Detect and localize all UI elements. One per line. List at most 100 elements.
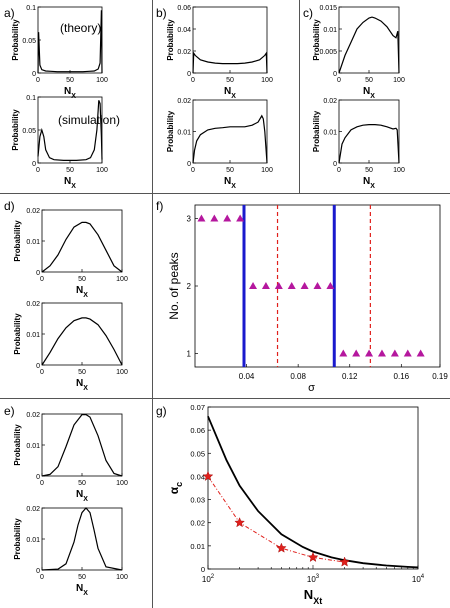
x-tick-label: 100 <box>393 167 405 174</box>
y-tick-label: 0.1 <box>26 95 36 102</box>
y-tick-label: 0.06 <box>190 426 205 435</box>
star-marker <box>234 517 245 528</box>
y-tick-label: 0.02 <box>177 98 191 105</box>
x-tick-label: 0 <box>36 77 40 84</box>
y-axis-label-probability: Probability <box>312 110 321 152</box>
triangle-marker <box>390 349 399 357</box>
triangle-marker <box>339 349 348 357</box>
x-tick-label: 50 <box>365 77 373 84</box>
x-tick-label: 50 <box>66 77 74 84</box>
y-axis-label-probability: Probability <box>13 313 22 355</box>
triangle-marker <box>300 282 309 289</box>
y-tick-label: 0 <box>36 568 40 575</box>
panel-label-a: a) <box>4 6 15 20</box>
triangle-marker <box>377 349 386 357</box>
triangle-marker <box>210 214 219 222</box>
x-tick-label: 100 <box>96 167 108 174</box>
y-tick-label: 0.03 <box>190 496 205 505</box>
y-axis-label-probability: Probability <box>11 109 20 151</box>
x-axis-label-nx: NX <box>64 176 76 190</box>
plot-frame <box>192 99 268 164</box>
x-tick-label: 0.12 <box>342 372 358 381</box>
plot-frame <box>37 6 103 74</box>
x-tick-label: 104 <box>412 574 425 584</box>
probability-curve <box>192 114 268 164</box>
y-tick-label: 0.02 <box>26 412 40 419</box>
star-marker <box>339 556 350 567</box>
y-tick-label: 0 <box>187 161 191 168</box>
y-tick-label: 0 <box>36 270 40 277</box>
x-axis-label-nx: NX <box>224 176 236 190</box>
triangle-marker <box>236 214 245 222</box>
y-tick-label: 0 <box>333 71 337 78</box>
plot-frame-g <box>207 406 419 570</box>
triangle-marker <box>365 349 374 357</box>
x-tick-label: 50 <box>78 480 86 487</box>
panel-label-f: f) <box>156 199 163 213</box>
y-tick-label: 1 <box>187 350 192 359</box>
x-tick-label: 50 <box>226 77 234 84</box>
y-axis-label-alpha: αc <box>167 482 184 494</box>
x-axis-label-nx: NX <box>76 285 88 299</box>
y-tick-label: 0.02 <box>26 301 40 308</box>
x-tick-label: 50 <box>78 276 86 283</box>
annotation-simulation: (simulation) <box>58 113 120 127</box>
y-tick-label: 0.04 <box>177 27 191 34</box>
y-tick-label: 0 <box>187 71 191 78</box>
x-axis-label-nx: NX <box>76 489 88 503</box>
x-axis-label-sigma: σ <box>308 382 315 394</box>
x-tick-label: 0 <box>40 276 44 283</box>
x-axis-label-nx: NX <box>224 86 236 100</box>
y-tick-label: 0.02 <box>26 506 40 513</box>
probability-curve <box>41 414 123 477</box>
y-tick-label: 0.02 <box>26 208 40 215</box>
triangle-marker <box>249 282 258 289</box>
x-tick-label: 103 <box>307 574 320 584</box>
y-tick-label: 0 <box>32 71 36 78</box>
triangle-marker <box>352 349 361 357</box>
plot-frame <box>338 99 400 164</box>
x-axis-label-nxt: NXt <box>304 587 322 606</box>
y-tick-label: 0.015 <box>319 5 337 12</box>
y-tick-label: 0.01 <box>26 443 40 450</box>
probability-curve <box>41 221 123 273</box>
triangle-marker <box>416 349 425 357</box>
y-tick-label: 0.07 <box>190 403 205 412</box>
x-axis-label-nx: NX <box>363 176 375 190</box>
x-axis-label-nx: NX <box>76 378 88 392</box>
x-tick-label: 0.08 <box>290 372 306 381</box>
panel-label-g: g) <box>156 404 167 418</box>
plot-frame <box>338 6 400 74</box>
triangle-marker <box>313 282 322 289</box>
simulation-curve <box>207 476 345 563</box>
x-tick-label: 100 <box>116 480 128 487</box>
panel-label-e: e) <box>4 404 15 418</box>
y-tick-label: 0.02 <box>323 98 337 105</box>
triangle-marker <box>287 282 296 289</box>
triangle-marker <box>403 349 412 357</box>
y-tick-label: 0.01 <box>323 130 337 137</box>
x-tick-label: 0.19 <box>432 372 448 381</box>
probability-curve <box>41 507 123 571</box>
y-axis-label-peaks: No. of peaks <box>167 252 181 319</box>
star-marker <box>276 542 287 553</box>
y-tick-label: 0.02 <box>177 49 191 56</box>
x-tick-label: 0 <box>337 77 341 84</box>
x-tick-label: 100 <box>261 77 273 84</box>
y-axis-label-probability: Probability <box>312 19 321 61</box>
triangle-marker <box>223 214 232 222</box>
y-tick-label: 0.01 <box>26 537 40 544</box>
y-tick-label: 2 <box>187 282 192 291</box>
x-axis-label-nx: NX <box>363 86 375 100</box>
y-tick-label: 3 <box>187 215 192 224</box>
x-tick-label: 50 <box>226 167 234 174</box>
y-tick-label: 0.01 <box>26 332 40 339</box>
x-tick-label: 50 <box>78 574 86 581</box>
y-axis-label-probability: Probability <box>13 424 22 466</box>
x-tick-label: 100 <box>261 167 273 174</box>
x-tick-label: 0 <box>191 167 195 174</box>
annotation-theory: (theory) <box>60 21 101 35</box>
x-tick-label: 50 <box>365 167 373 174</box>
